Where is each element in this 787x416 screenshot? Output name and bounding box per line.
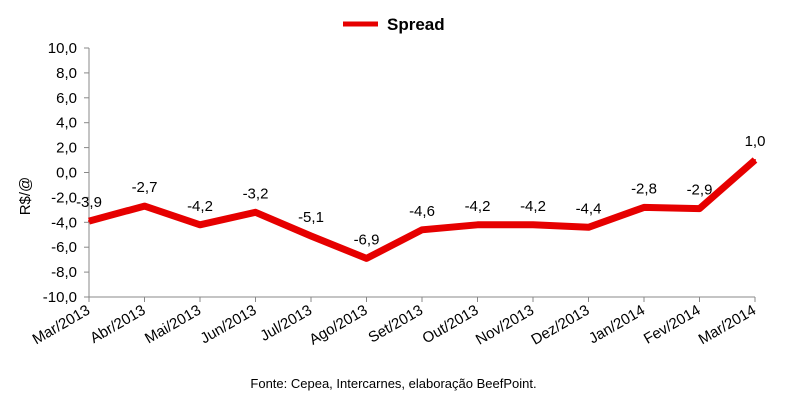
x-tick-label: Out/2013: [420, 302, 482, 348]
data-point: [698, 207, 701, 210]
data-point: [587, 226, 590, 229]
data-label: -3,9: [76, 194, 102, 211]
x-tick-label: Set/2013: [365, 302, 426, 347]
y-tick-label: 10,0: [48, 40, 77, 57]
data-label: -2,7: [132, 179, 158, 196]
data-point: [532, 223, 534, 226]
data-point: [143, 205, 146, 208]
y-tick-label: -6,0: [51, 239, 77, 256]
data-label: -4,2: [520, 198, 546, 215]
data-point: [199, 223, 201, 226]
y-tick-label: -8,0: [51, 264, 77, 281]
data-label: -2,8: [631, 180, 657, 197]
x-tick-label: Jul/2013: [257, 302, 315, 345]
x-axis: Mar/2013Abr/2013Mai/2013Jun/2013Jul/2013…: [30, 296, 759, 349]
data-label: -3,2: [243, 185, 269, 202]
y-tick-label: 4,0: [56, 115, 77, 132]
x-tick-label: Abr/2013: [87, 302, 148, 347]
y-tick-label: -4,0: [51, 214, 77, 231]
y-tick-label: 2,0: [56, 140, 77, 157]
y-axis: 10,0 8,0 6,0 4,0 2,0 0,0 -2,0 -4,0 -6,0 -8,0 -10,0: [43, 40, 90, 306]
x-tick-label: Jan/2014: [586, 302, 648, 348]
legend-label-spread: Spread: [387, 15, 445, 34]
data-label: -4,2: [187, 198, 213, 215]
data-label: 1,0: [745, 133, 766, 150]
data-label: -6,9: [354, 231, 380, 248]
y-tick-label: 8,0: [56, 65, 77, 82]
x-tick-label: Mar/2014: [696, 302, 759, 348]
x-tick-label: Fev/2014: [641, 302, 704, 348]
data-point: [365, 257, 368, 260]
y-axis-label: R$/@: [17, 177, 34, 216]
y-tick-label: -10,0: [43, 289, 77, 306]
data-label: -2,9: [687, 182, 713, 199]
data-point: [476, 223, 479, 226]
data-point: [754, 159, 756, 162]
data-point: [254, 211, 257, 214]
series-spread: [88, 157, 758, 262]
x-tick-label: Mai/2013: [142, 302, 204, 348]
x-tick-label: Ago/2013: [306, 302, 370, 349]
data-point: [88, 220, 90, 223]
data-point: [310, 234, 312, 237]
y-tick-label: 6,0: [56, 90, 77, 107]
x-tick-label: Mar/2013: [30, 302, 93, 348]
data-label: -4,6: [409, 203, 435, 220]
source-note: Fonte: Cepea, Intercarnes, elaboração Be…: [250, 376, 537, 391]
data-label: -5,1: [298, 209, 324, 226]
y-tick-label: -2,0: [51, 189, 77, 206]
data-point: [643, 206, 645, 209]
x-tick-label: Nov/2013: [473, 302, 537, 349]
data-labels: -3,9 -2,7 -4,2 -3,2 -5,1 -6,9 -4,6 -4,2 -4,2 -4,4…: [76, 133, 765, 248]
y-tick-label: 0,0: [56, 165, 77, 182]
x-tick-label: Dez/2013: [528, 302, 592, 349]
data-label: -4,4: [576, 200, 602, 217]
x-tick-label: Jun/2013: [198, 302, 260, 348]
data-point: [421, 228, 423, 231]
legend: Spread: [343, 15, 445, 34]
data-label: -4,2: [465, 198, 491, 215]
